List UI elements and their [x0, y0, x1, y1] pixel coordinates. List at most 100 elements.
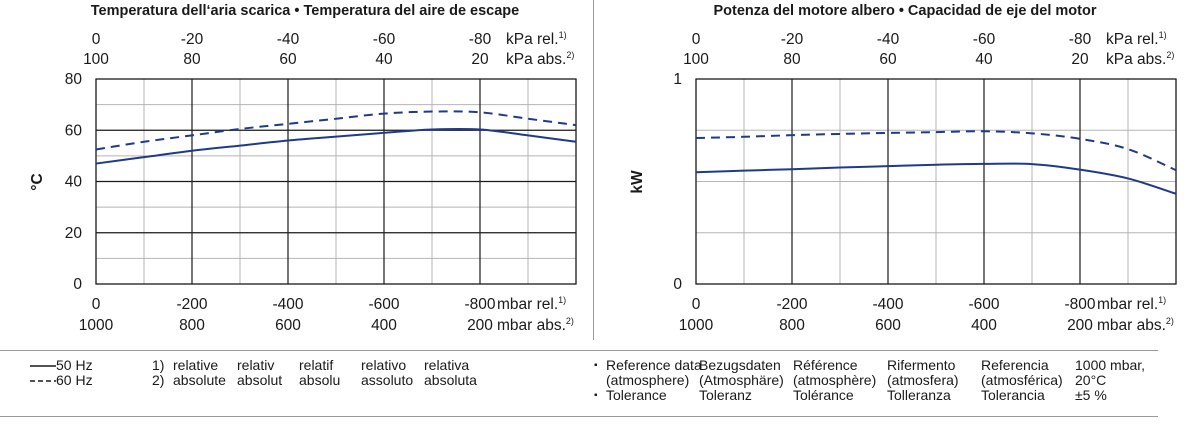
bottom-abs-tick-label: 600 [275, 317, 301, 334]
footnote-text: assoluto [361, 372, 414, 388]
right-chart: Potenza del motore albero • Capacidad de… [629, 3, 1177, 334]
bottom-rel-tick-label: -600 [368, 296, 399, 313]
bottom-abs-tick-label: 800 [179, 317, 205, 334]
bottom-abs-unit-label: mbar abs.2) [1097, 316, 1174, 334]
legend-item-60hz: 60 Hz [30, 373, 93, 388]
reference-text: Tolerance [606, 387, 667, 403]
top-abs-tick-label: 40 [375, 51, 393, 68]
legend-label-50hz: 50 Hz [56, 357, 93, 373]
bottom-rel-tick-label: -400 [272, 296, 303, 313]
bottom-abs-tick-label: 200 [1067, 317, 1093, 334]
bottom-abs-tick-label: 1000 [679, 317, 714, 334]
top-abs-unit-label: kPa abs.2) [506, 50, 574, 68]
series-line-50hz [95, 127, 577, 165]
plot-frame [695, 78, 1177, 285]
series-line-60hz [95, 110, 577, 151]
reference-text: Rifermento [887, 357, 956, 373]
top-abs-tick-label: 20 [471, 51, 489, 68]
reference-col-de: Bezugsdaten (Atmosphäre) Toleranz [699, 358, 784, 403]
footnote-text: absolute [173, 372, 226, 388]
bottom-rel-unit-label: mbar rel.1) [497, 295, 566, 313]
reference-text: Référence [793, 357, 858, 373]
bottom-rel-tick-label: -200 [176, 296, 207, 313]
reference-text: Toleranz [699, 387, 752, 403]
top-rel-tick-label: -20 [781, 31, 804, 48]
footnote-text: relative [173, 357, 219, 373]
top-rel-tick-label: -20 [181, 31, 204, 48]
bottom-rel-tick-label: 0 [92, 296, 101, 313]
reference-text: Reference data [606, 357, 702, 373]
bottom-rel-tick-label: 0 [692, 296, 701, 313]
top-abs-tick-label: 100 [83, 51, 109, 68]
series-line-60hz [695, 130, 1177, 172]
footnote-marker-1: 1) [152, 357, 165, 373]
reference-col-fr: Référence (atmosphère) Tolérance [793, 358, 876, 403]
reference-text: (atmosfera) [887, 372, 959, 388]
top-rel-unit-label: kPa rel.1) [506, 30, 567, 48]
bottom-abs-tick-label: 400 [971, 317, 997, 334]
top-rel-tick-label: 0 [692, 31, 701, 48]
top-rel-tick-label: -40 [277, 31, 300, 48]
reference-col-it: Rifermento (atmosfera) Tolleranza [887, 358, 959, 403]
chart-title: Temperatura dell‘aria scarica • Temperat… [91, 3, 519, 19]
reference-text: Tolerancia [981, 387, 1045, 403]
center-divider [593, 0, 594, 340]
top-rel-tick-label: -40 [877, 31, 900, 48]
bottom-abs-tick-label: 600 [875, 317, 901, 334]
series-line-50hz [695, 162, 1177, 195]
bottom-abs-tick-label: 1000 [79, 317, 114, 334]
top-abs-tick-label: 80 [783, 51, 801, 68]
bullet-icon: ▪ [594, 360, 598, 371]
reference-text: 1000 mbar, [1075, 357, 1146, 373]
top-abs-tick-label: 20 [1071, 51, 1089, 68]
legend-item-50hz: 50 Hz [30, 358, 93, 373]
bottom-rel-tick-label: -800 [464, 296, 495, 313]
top-rel-tick-label: -80 [1069, 31, 1092, 48]
top-abs-tick-label: 100 [683, 51, 709, 68]
reference-text: Referencia [981, 357, 1049, 373]
reference-col-es: Referencia (atmosférica) Tolerancia [981, 358, 1063, 403]
footnote-col-de: relativ absolut [237, 358, 282, 388]
footnote-text: relatif [299, 357, 334, 373]
solid-line-swatch [30, 364, 56, 367]
y-tick-label: 20 [65, 225, 83, 242]
y-tick-label: 0 [73, 276, 82, 293]
bottom-abs-unit-label: mbar abs.2) [497, 316, 574, 334]
top-abs-tick-label: 80 [183, 51, 201, 68]
bullet-icon: ▪ [594, 390, 598, 401]
top-rel-tick-label: -60 [373, 31, 396, 48]
legend-top-rule [0, 350, 1158, 351]
y-axis-label: kW [629, 170, 646, 194]
reference-text: 20°C [1075, 372, 1107, 388]
y-tick-label: 40 [65, 174, 83, 191]
footnote-col-es: relativa absoluta [424, 358, 477, 388]
y-tick-label: 1 [673, 71, 682, 88]
top-abs-tick-label: 60 [879, 51, 897, 68]
top-rel-tick-label: 0 [92, 31, 101, 48]
y-tick-label: 60 [65, 122, 83, 139]
footnote-marker-2: 2) [152, 372, 165, 388]
reference-text: (atmosphere) [606, 372, 690, 388]
bottom-rel-tick-label: -200 [776, 296, 807, 313]
footnote-col-en: relative absolute [173, 358, 226, 388]
footnote-text: relativ [237, 357, 275, 373]
top-abs-unit-label: kPa abs.2) [1106, 50, 1174, 68]
footnote-col-it: relativo assoluto [361, 358, 413, 388]
dashed-line-swatch [30, 379, 56, 382]
reference-text: ±5 % [1075, 387, 1107, 403]
bottom-abs-tick-label: 200 [467, 317, 493, 334]
footnote-text: relativa [424, 357, 470, 373]
y-tick-label: 80 [65, 71, 83, 88]
reference-bullets: ▪ ▪ [594, 358, 598, 403]
top-abs-tick-label: 40 [975, 51, 993, 68]
series-legend: 50 Hz 60 Hz [30, 358, 93, 388]
reference-text: Bezugsdaten [699, 357, 781, 373]
reference-text: (atmosphère) [793, 372, 877, 388]
footnote-text: relativo [361, 357, 407, 373]
bottom-rel-unit-label: mbar rel.1) [1097, 295, 1166, 313]
chart-title: Potenza del motore albero • Capacidad de… [714, 3, 1097, 19]
footnote-text: absolut [237, 372, 283, 388]
reference-col-values: 1000 mbar, 20°C ±5 % [1075, 358, 1145, 403]
legend-bottom-rule [0, 416, 1158, 417]
bottom-rel-tick-label: -400 [872, 296, 903, 313]
